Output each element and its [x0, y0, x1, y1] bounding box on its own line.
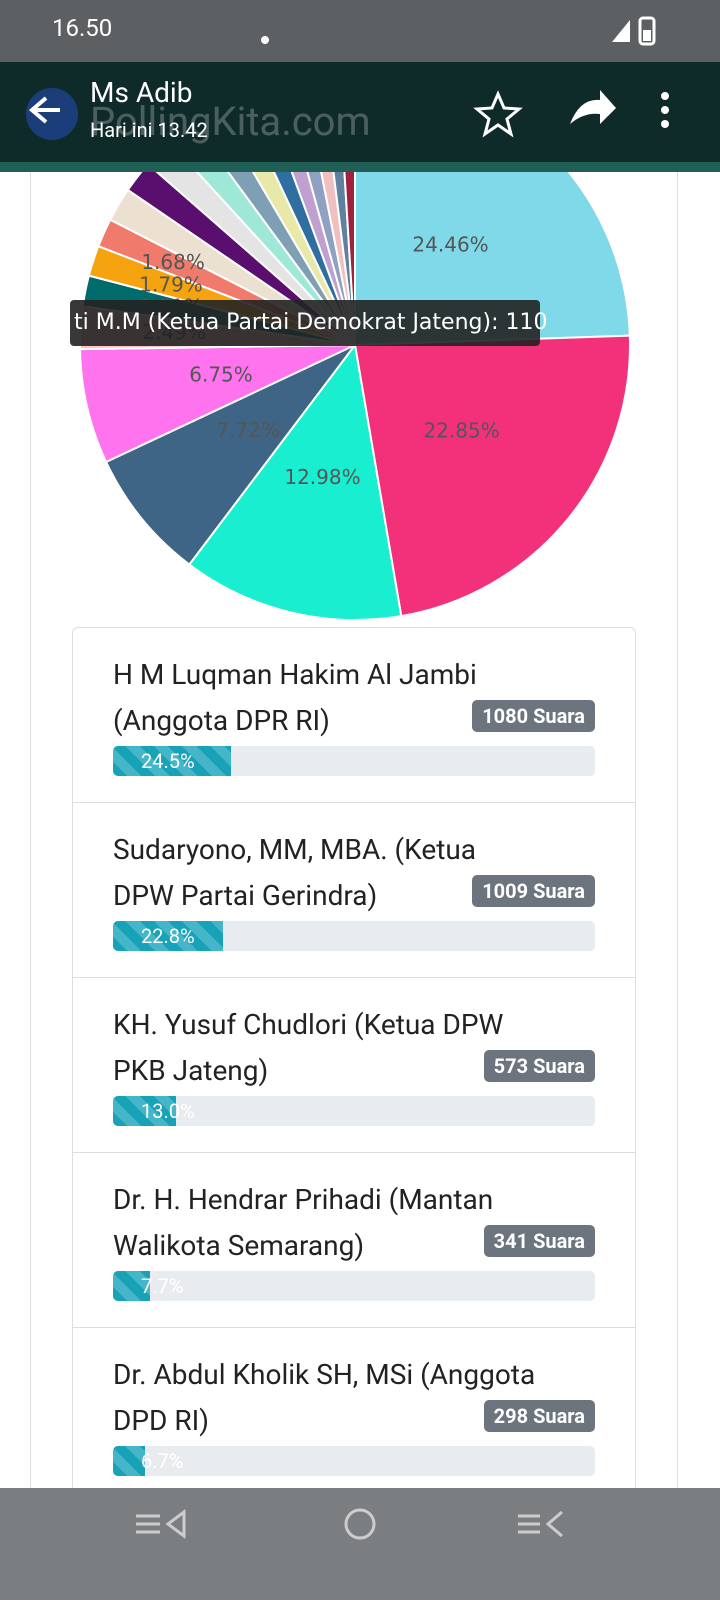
back-button[interactable]: [28, 96, 60, 124]
percent-label: 24.5%: [141, 749, 195, 773]
slice-label: 6.75%: [189, 362, 253, 386]
slice-label: 1.79%: [139, 272, 203, 296]
candidate-name: Dr. Abdul Kholik SH, MSi (Anggota: [113, 1358, 536, 1391]
vote-badge: 341 Suara: [483, 1225, 595, 1257]
vote-badge: 1080 Suara: [472, 700, 595, 732]
pie-slice: [104, 344, 356, 566]
candidate-name: (Anggota DPR RI): [113, 704, 330, 737]
progress-fill: [113, 746, 232, 776]
menu-button[interactable]: [661, 92, 669, 128]
pie-chart: 24.46%22.85%12.98%7.72%6.75%2.49%1.81%1.…: [70, 172, 631, 621]
pie-slice: [251, 172, 356, 346]
tooltip-text: ti M.M (Ketua Partai Demokrat Jateng): 1…: [74, 310, 547, 335]
percent-label: 22.8%: [141, 924, 195, 948]
star-button[interactable]: [473, 90, 523, 138]
progress-track: 7.7%: [113, 1271, 595, 1301]
candidate-name: Dr. H. Hendrar Prihadi (Mantan: [113, 1183, 494, 1216]
results-list: H M Luqman Hakim Al Jambi (Anggota DPR RI…: [72, 627, 636, 1488]
candidate-name: H M Luqman Hakim Al Jambi: [113, 658, 477, 691]
nav-bar: [0, 1488, 720, 1600]
percent-label: 13.0%: [141, 1099, 195, 1123]
avatar: [26, 88, 78, 140]
slice-label: 1.68%: [141, 250, 205, 274]
slice-label: 24.46%: [412, 233, 488, 257]
vote-badge: 573 Suara: [483, 1050, 595, 1082]
percent-label: 6.7%: [141, 1449, 184, 1473]
content: 24.46%22.85%12.98%7.72%6.75%2.49%1.81%1.…: [0, 172, 720, 1488]
candidate-name: KH. Yusuf Chudlori (Ketua DPW: [113, 1008, 504, 1041]
percent-label: 7.7%: [141, 1274, 184, 1298]
candidate-name: PKB Jateng): [113, 1054, 269, 1087]
candidate-name: DPW Partai Gerindra): [113, 879, 378, 912]
status-bar: 16.50: [0, 0, 720, 62]
result-item: Dr. H. Hendrar Prihadi (Mantan Walikota S…: [73, 1153, 635, 1328]
slice-label: 12.98%: [284, 465, 360, 489]
slice-label: 7.72%: [216, 418, 280, 442]
pie-slice: [187, 342, 403, 621]
watermark: PollingKita.com: [90, 98, 371, 145]
progress-track: 13.0%: [113, 1096, 595, 1126]
progress-track: 24.5%: [113, 746, 595, 776]
slice-label: 22.85%: [423, 418, 499, 442]
nav-icons: [136, 1508, 563, 1540]
result-item: H M Luqman Hakim Al Jambi (Anggota DPR RI…: [73, 628, 635, 803]
pie-slice: [79, 344, 356, 464]
progress-track: 6.7%: [113, 1446, 595, 1476]
result-item: KH. Yusuf Chudlori (Ketua DPW PKB Jateng)…: [73, 978, 635, 1153]
candidate-name: DPD RI): [113, 1404, 209, 1437]
share-button[interactable]: [570, 90, 616, 124]
progress-fill: [113, 921, 223, 951]
app-header: PollingKita.com Ms Adib Hari ini 13.42: [0, 62, 720, 162]
home-button[interactable]: [344, 1508, 376, 1540]
progress-track: 22.8%: [113, 921, 595, 951]
back-nav-button[interactable]: [518, 1510, 563, 1538]
header-strip: [0, 162, 720, 172]
vote-badge: 298 Suara: [483, 1400, 595, 1432]
page-frame: [30, 172, 678, 1488]
progress-fill: [113, 1446, 146, 1476]
header-icons: [26, 88, 669, 140]
recent-button[interactable]: [136, 1509, 186, 1539]
candidate-name: Walikota Semarang): [113, 1229, 365, 1262]
progress-fill: [113, 1271, 151, 1301]
contact-name: Ms Adib: [90, 76, 193, 109]
candidate-name: Sudaryono, MM, MBA. (Ketua: [113, 833, 477, 866]
status-icons: [261, 16, 656, 46]
last-seen: Hari ini 13.42: [90, 118, 208, 142]
status-time: 16.50: [52, 14, 113, 42]
vote-badge: 1009 Suara: [472, 875, 595, 907]
progress-fill: [113, 1096, 176, 1126]
tooltip-box: [70, 300, 540, 346]
pie-slice: [353, 334, 631, 618]
result-item: Sudaryono, MM, MBA. (Ketua DPW Partai Ger…: [73, 803, 635, 978]
result-item: Dr. Abdul Kholik SH, MSi (Anggota DPD RI)…: [73, 1328, 635, 1488]
